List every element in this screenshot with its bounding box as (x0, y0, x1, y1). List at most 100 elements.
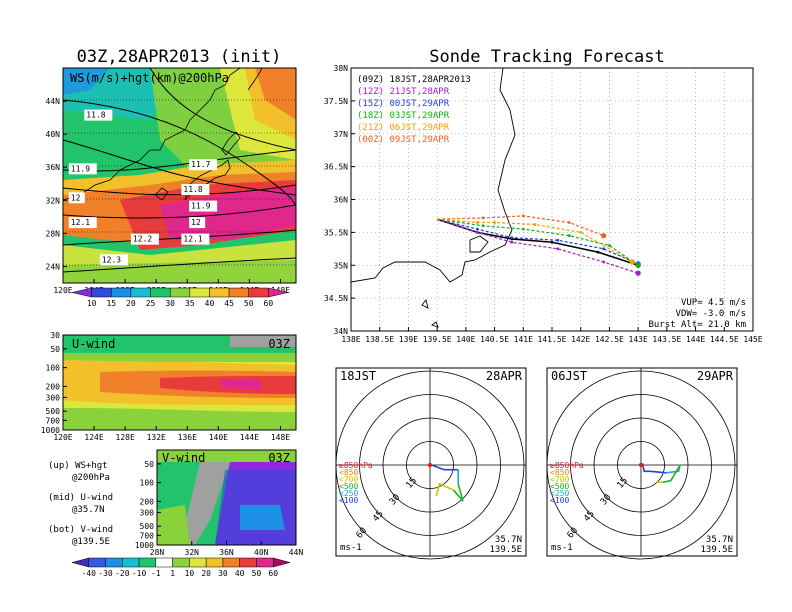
u-y-tick-label: 1000 (41, 426, 60, 435)
v-x-tick-label: 28N (150, 548, 165, 557)
v-x-tick-label: 44N (289, 548, 304, 557)
u-band-lime (63, 353, 296, 362)
v-colorbar: -40 -30 -20 -10 -1 1 10 20 30 40 50 60 (71, 557, 291, 578)
v-colorbar-label: -20 (115, 569, 130, 578)
track-point (608, 244, 611, 247)
ws-colorbar-label: 40 (205, 299, 215, 308)
ws-colorbar: 10 15 20 25 30 35 40 45 50 60 (71, 287, 289, 308)
track-y-tick-label: 35.5N (324, 228, 348, 237)
hodo-level-legend: <700 (339, 475, 358, 484)
track-point (556, 238, 560, 242)
track-legend-entry: (00Z) 09JST,29APR (357, 135, 450, 145)
track-legend-entry: (12Z) 21JST,28APR (357, 87, 450, 97)
v-colorbar-label: 1 (170, 569, 175, 578)
track-point (602, 247, 606, 251)
contour-label-bg (68, 163, 97, 175)
v-colorbar-cell (205, 557, 224, 568)
v-colorbar-label: 30 (218, 569, 228, 578)
coast-island (421, 299, 429, 309)
v-colorbar-label: -10 (132, 569, 147, 578)
contour-label: 12.1 (71, 218, 90, 227)
v-title: V-wind (162, 451, 205, 465)
u-y-tick-label: 200 (46, 382, 61, 391)
ws-colorbar-label: 60 (264, 299, 274, 308)
contour-label-bg (189, 217, 206, 229)
coast-island-small (431, 321, 439, 328)
hodo-time-right: 29APR (697, 369, 734, 383)
contour-label: 11.9 (71, 164, 90, 173)
track-point (475, 221, 479, 224)
u-y-tick-label: 50 (50, 345, 60, 354)
track-point (475, 230, 479, 234)
v-colorbar-cell (105, 557, 123, 568)
ws-map-frame (62, 67, 297, 284)
track-y-tick-label: 36N (334, 196, 349, 205)
hgt-contours (63, 68, 296, 273)
v-colorbar-cell (189, 557, 207, 568)
hodo-unit: ms-1 (340, 543, 362, 553)
u-y-tick-label: 300 (46, 393, 61, 402)
main-title: Sonde Tracking Forecast (429, 47, 664, 67)
track-grid (351, 68, 753, 331)
v-colorbar-cell (138, 557, 157, 568)
track-point (629, 259, 636, 265)
track-x-ticks: 138E 138.5E 139E 139.5E 140E 140.5E 141E 141.5E… (341, 327, 763, 344)
hodo-location-lat: 35.7N (706, 535, 733, 545)
contour-label-bg (189, 200, 218, 212)
track-y-tick-label: 37.5N (324, 97, 348, 106)
v-y-tick-label: 200 (140, 497, 155, 506)
track-x-tick-label: 142E (571, 335, 590, 344)
v-y-tick-label: 700 (140, 531, 155, 540)
v-colorbar-cell (222, 557, 240, 568)
ws-colorbar-label: 35 (185, 299, 195, 308)
v-colorbar-label: 10 (185, 569, 195, 578)
contour-label: 11.9 (191, 202, 210, 211)
u-x-tick-label: 144E (240, 433, 259, 442)
track-y-tick-label: 38N (334, 64, 349, 73)
u-band-gray (230, 335, 296, 347)
burst-alt-label: Burst Alt= 21.0 km (648, 320, 746, 330)
v-x-tick-label: 40N (254, 548, 269, 557)
ws-colorbar-label: 20 (126, 299, 136, 308)
u-wind-panel: U-wind 03Z 120E 124E 128E 132E 136E 140E 144E 1… (41, 331, 297, 442)
track-point (475, 227, 479, 231)
ws-colorbar-cell (209, 287, 230, 298)
track-x-tick-label: 138.5E (365, 335, 394, 344)
track-legend-entry: (15Z) 00JST,29APR (357, 99, 450, 109)
track-x-tick-label: 143E (629, 335, 648, 344)
v-colorbar-cell (71, 557, 90, 568)
contour-label-bg (68, 217, 97, 229)
u-y-tick-label: 700 (46, 416, 61, 425)
contour-label-bg (84, 109, 113, 121)
v-y-tick-label: 50 (144, 460, 154, 469)
ws-x-tick-label: 148E (271, 286, 290, 295)
track-coast (351, 68, 516, 328)
v-colorbar-label: 60 (268, 569, 278, 578)
ws-colorbar-label: 30 (165, 299, 175, 308)
contour-label-bg (181, 184, 210, 196)
v-x-tick-label: 36N (219, 548, 234, 557)
contour-label: 12 (191, 218, 201, 227)
v-colorbar-cell (155, 557, 173, 568)
track-point (567, 234, 571, 238)
coast-sakhalin (247, 68, 263, 91)
v-colorbar-cell (172, 557, 190, 568)
track-point (481, 216, 485, 220)
ws-colorbar-cell (169, 287, 191, 298)
u-x-tick-label: 124E (84, 433, 103, 442)
hodo-segment (662, 464, 681, 484)
hodo-level-legend: <500 (550, 482, 569, 491)
ws-y-tick-label: 32N (46, 196, 61, 205)
hodo-level-legend: <850 (339, 468, 358, 477)
u-x-tick-label: 128E (116, 433, 135, 442)
track-x-tick-label: 145E (743, 335, 762, 344)
vup-label: VUP= 4.5 m/s (681, 298, 746, 308)
ws-colorbar-label: 10 (87, 299, 97, 308)
ws-colorbar-cell (228, 287, 249, 298)
hodo-level-legend: <700 (550, 475, 569, 484)
hodo-location-lat: 35.7N (495, 535, 522, 545)
u-y-tick-label: 30 (50, 331, 60, 340)
hodo-level-legend: <100 (550, 496, 569, 505)
v-colorbar-cell (88, 557, 106, 568)
